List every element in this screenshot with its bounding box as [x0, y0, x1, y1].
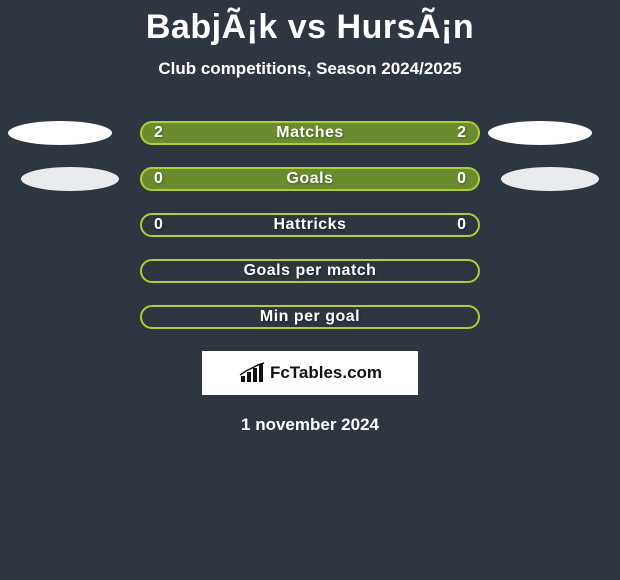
stat-rows: 2 Matches 2 0 Goals 0 0 Hattricks 0	[0, 121, 620, 329]
date-label: 1 november 2024	[241, 415, 379, 435]
stat-label: Hattricks	[274, 216, 347, 234]
stat-label: Goals per match	[244, 262, 377, 280]
stat-row-min-per-goal: Min per goal	[0, 305, 620, 329]
stat-row-goals-per-match: Goals per match	[0, 259, 620, 283]
stat-right-value: 0	[457, 170, 466, 188]
comparison-infographic: BabjÃ¡k vs HursÃ¡n Club competitions, Se…	[0, 0, 620, 580]
stat-label: Matches	[276, 124, 344, 142]
stat-row-hattricks: 0 Hattricks 0	[0, 213, 620, 237]
stat-label: Min per goal	[260, 308, 360, 326]
logo-text: FcTables.com	[270, 363, 382, 383]
stat-row-matches: 2 Matches 2	[0, 121, 620, 145]
page-subtitle: Club competitions, Season 2024/2025	[158, 59, 461, 79]
stat-right-value: 0	[457, 216, 466, 234]
stat-bar: Min per goal	[140, 305, 480, 329]
stat-bar: 0 Hattricks 0	[140, 213, 480, 237]
stat-bar: 2 Matches 2	[140, 121, 480, 145]
left-ellipse-icon	[21, 167, 119, 191]
logo-chart-icon	[238, 362, 266, 384]
left-ellipse-icon	[8, 121, 112, 145]
stat-right-value: 2	[457, 124, 466, 142]
page-title: BabjÃ¡k vs HursÃ¡n	[146, 8, 474, 47]
right-ellipse-icon	[501, 167, 599, 191]
logo-box: FcTables.com	[202, 351, 418, 395]
stat-bar: Goals per match	[140, 259, 480, 283]
stat-label: Goals	[287, 170, 334, 188]
stat-left-value: 0	[154, 216, 163, 234]
stat-left-value: 2	[154, 124, 163, 142]
stat-row-goals: 0 Goals 0	[0, 167, 620, 191]
stat-bar: 0 Goals 0	[140, 167, 480, 191]
right-ellipse-icon	[488, 121, 592, 145]
stat-left-value: 0	[154, 170, 163, 188]
